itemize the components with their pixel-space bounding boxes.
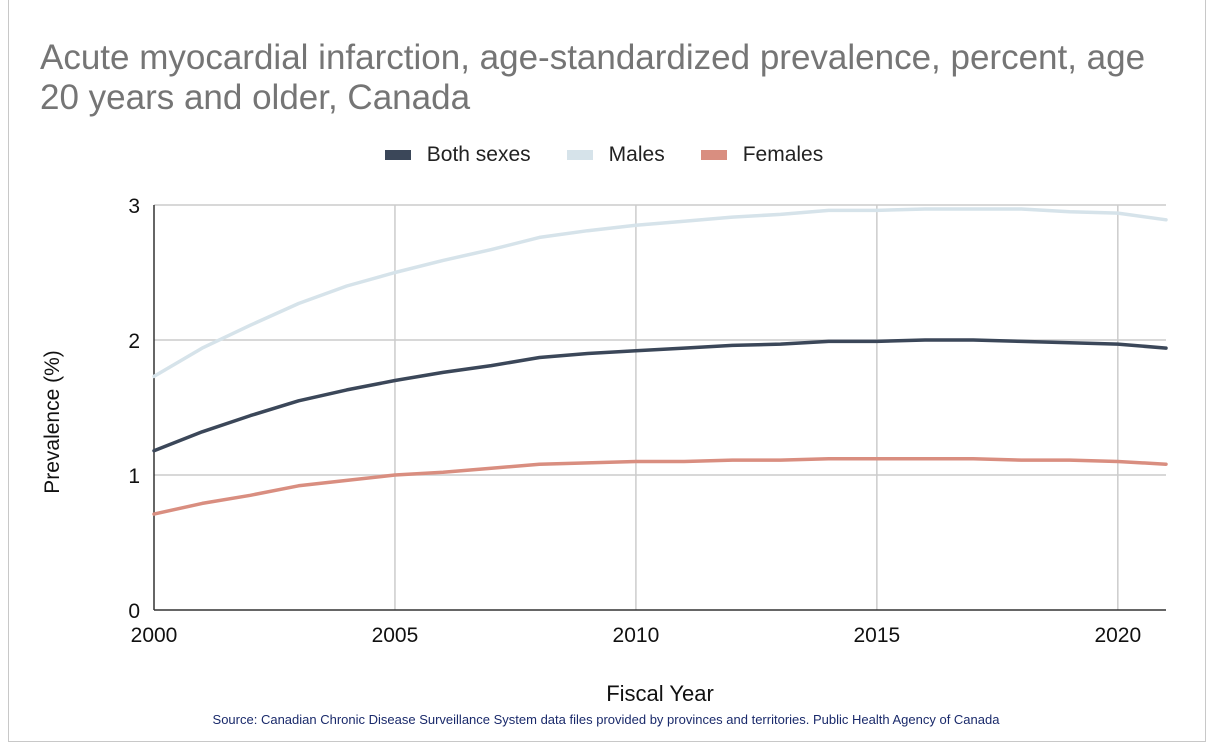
chart-frame xyxy=(8,0,1206,742)
series-line-females xyxy=(152,457,1168,516)
legend-label: Males xyxy=(608,143,665,166)
x-axis-title: Fiscal Year xyxy=(606,681,714,706)
legend-label: Both sexes xyxy=(426,143,531,166)
legend-item-females: Females xyxy=(700,143,824,167)
series-lines xyxy=(152,207,1168,516)
legend-swatch xyxy=(384,150,411,160)
x-tick-label: 2005 xyxy=(372,624,419,647)
y-tick-label: 0 xyxy=(128,600,140,623)
legend-item-males: Males xyxy=(566,143,665,167)
axes xyxy=(153,205,1166,611)
tick-labels: 0 1 2 3 2000 2005 2010 2015 2020 xyxy=(128,195,1141,647)
legend-label: Females xyxy=(742,143,824,166)
grid-lines xyxy=(154,204,1166,610)
y-tick-label: 1 xyxy=(128,465,140,488)
source-note: Source: Canadian Chronic Disease Surveil… xyxy=(212,712,1000,727)
y-tick-label: 3 xyxy=(128,195,140,218)
y-tick-label: 2 xyxy=(128,330,140,353)
x-tick-label: 2015 xyxy=(853,624,900,647)
x-tick-label: 2020 xyxy=(1094,624,1141,647)
chart-title: Acute myocardial infarction, age-standar… xyxy=(40,38,1146,117)
y-axis-title: Prevalence (%) xyxy=(41,350,64,494)
legend: Both sexes Males Females xyxy=(0,143,1208,167)
x-tick-label: 2010 xyxy=(613,624,660,647)
series-line-males xyxy=(152,207,1168,379)
legend-swatch xyxy=(700,150,727,160)
legend-item-both-sexes: Both sexes xyxy=(384,143,531,167)
legend-swatch xyxy=(566,150,593,160)
x-tick-label: 2000 xyxy=(131,624,178,647)
series-line-both-sexes xyxy=(152,338,1168,453)
